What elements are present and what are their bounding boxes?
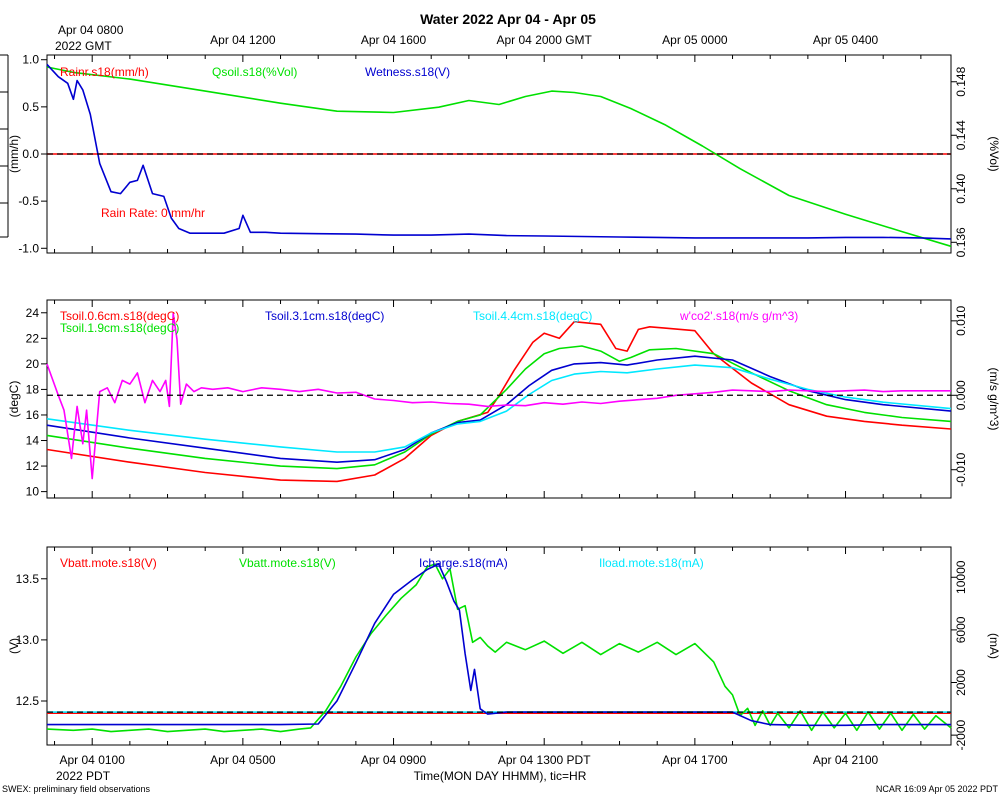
plot-frame <box>46 546 952 746</box>
legend-label: Icharge.s18(mA) <box>419 556 508 570</box>
right-axis-label: (%Vol) <box>987 136 1000 171</box>
left-tick-label: 1.0 <box>22 53 39 67</box>
bottom-axis-label: Apr 04 1700 <box>662 753 728 767</box>
bottom-axis-labels: Apr 04 0100 Apr 04 0500 Apr 04 0900 Apr 04 … <box>60 753 879 767</box>
top-axis-first-label-1: Apr 04 0800 <box>58 23 124 37</box>
legend-label: Iload.mote.s18(mA) <box>599 556 704 570</box>
right-tick-label: 0.148 <box>954 66 968 96</box>
legend-label: Qsoil.s18(%Vol) <box>212 65 297 79</box>
left-tick-label: -1.0 <box>18 241 39 255</box>
left-tick-label: 13.5 <box>16 572 40 586</box>
soil-temperature-panel: 24 22 20 18 16 14 12 10 0.010 0.000 -0.010 (degC) (m… <box>7 299 1000 499</box>
rain-rate-annotation: Rain Rate: 0 mm/hr <box>101 206 205 220</box>
left-tick-label: 20 <box>26 357 40 371</box>
legend-label: Rainr.s18(mm/h) <box>60 65 149 79</box>
chart-title: Water 2022 Apr 04 - Apr 05 <box>420 11 596 27</box>
bottom-axis-label: Apr 04 0500 <box>210 753 276 767</box>
left-tick-label: 14 <box>26 434 40 448</box>
top-axis-label: Apr 04 1200 <box>210 33 276 47</box>
water-panel: 1.0 0.5 0.0 -0.5 -1.0 0.148 0.144 0.140 0.136 (mm… <box>0 53 1000 257</box>
left-axis-label: (V) <box>7 638 21 654</box>
right-tick-label: -0.010 <box>954 452 968 486</box>
legend-label: Wetness.s18(V) <box>365 65 450 79</box>
footer-right: NCAR 16:09 Apr 05 2022 PDT <box>876 784 999 794</box>
top-axis-labels: Apr 04 1200 Apr 04 1600 Apr 04 2000 GMT Apr… <box>210 33 878 47</box>
left-tick-label: 16 <box>26 408 40 422</box>
bottom-axis-label: Apr 04 0900 <box>361 753 427 767</box>
bottom-axis-label: Apr 04 1300 PDT <box>498 753 591 767</box>
series-tsoil-4-4cm-s18-degc <box>46 364 952 453</box>
mote-power-panel: 13.5 13.0 12.5 10000 6000 2000 -2000 (V) (mA) Vba… <box>7 546 1000 750</box>
series-wetness-s18-v <box>46 63 952 240</box>
left-tick-label: 13.0 <box>16 633 40 647</box>
left-tick-label: 12.5 <box>16 694 40 708</box>
left-tick-label: 18 <box>26 382 40 396</box>
right-axis-label: (m/s g/m^3) <box>987 368 1000 431</box>
left-axis-label: (degC) <box>7 381 21 418</box>
top-axis-first-label-2: 2022 GMT <box>55 39 112 53</box>
legend-label: Tsoil.1.9cm.s18(degC) <box>60 321 179 335</box>
footer-left: SWEX: preliminary field observations <box>2 784 151 794</box>
bottom-axis-label: Apr 04 0100 <box>60 753 126 767</box>
top-axis-label: Apr 04 2000 GMT <box>497 33 593 47</box>
bottom-axis-year-label: 2022 PDT <box>56 769 111 783</box>
top-axis-label: Apr 05 0400 <box>813 33 879 47</box>
left-tick-label: 22 <box>26 331 40 345</box>
legend-label: Vbatt.mote.s18(V) <box>60 556 157 570</box>
series-w-co2-s18-m-s-g-m-3 <box>46 312 951 480</box>
legend-label: Tsoil.3.1cm.s18(degC) <box>265 309 384 323</box>
right-tick-label: 6000 <box>954 616 968 643</box>
bottom-axis-label: Apr 04 2100 <box>813 753 879 767</box>
plot-frame <box>46 299 952 499</box>
top-axis-label: Apr 05 0000 <box>662 33 728 47</box>
right-tick-label: 0.000 <box>954 380 968 410</box>
legend-label: Vbatt.mote.s18(V) <box>239 556 336 570</box>
right-tick-label: 0.136 <box>954 227 968 257</box>
right-tick-label: 2000 <box>954 669 968 696</box>
series-tsoil-0-6cm-s18-degc <box>46 320 952 483</box>
left-tick-label: 12 <box>26 459 40 473</box>
right-tick-label: -2000 <box>954 719 968 750</box>
right-tick-label: 0.144 <box>954 120 968 150</box>
left-tick-label: 10 <box>26 485 40 499</box>
legend-label: Tsoil.0.6cm.s18(degC) <box>60 309 179 323</box>
right-axis-label: (mA) <box>987 633 1000 659</box>
legend-label: Tsoil.4.4cm.s18(degC) <box>473 309 592 323</box>
right-tick-label: 0.140 <box>954 173 968 203</box>
bottom-axis-xlabel: Time(MON DAY HHMM), tic=HR <box>414 769 587 783</box>
right-tick-label: 0.010 <box>954 306 968 336</box>
left-tick-label: 0.0 <box>22 147 39 161</box>
left-tick-label: 24 <box>26 306 40 320</box>
legend-label: w'co2'.s18(m/s g/m^3) <box>679 309 798 323</box>
series-icharge-s18-ma <box>47 563 951 727</box>
right-tick-label: 10000 <box>954 560 968 594</box>
left-tick-label: -0.5 <box>18 194 39 208</box>
left-tick-label: 0.5 <box>22 100 39 114</box>
series-qsoil-s18-vol <box>46 66 952 248</box>
series-vbatt-mote-s18-v <box>46 563 952 733</box>
left-axis-label: (mm/h) <box>7 135 21 173</box>
series-tsoil-1-9cm-s18-degc <box>46 345 952 470</box>
top-axis-label: Apr 04 1600 <box>361 33 427 47</box>
series-tsoil-3-1cm-s18-degc <box>46 355 952 464</box>
